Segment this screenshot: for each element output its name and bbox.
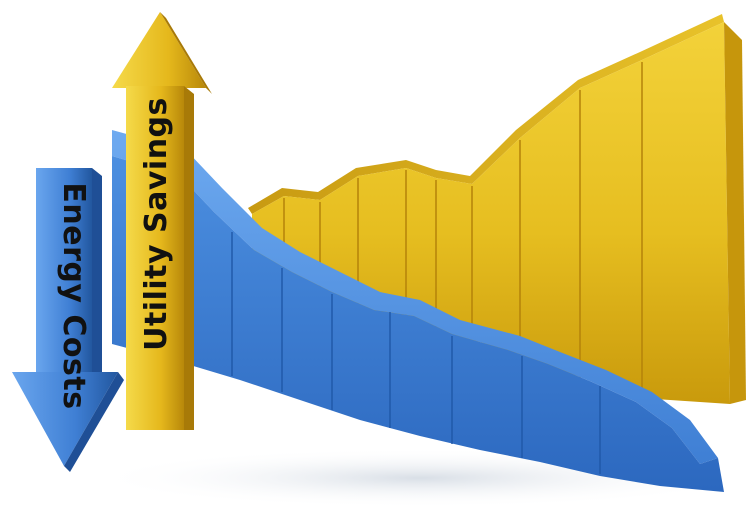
savings-ribbon-ribs (283, 62, 643, 398)
up-arrow-side (184, 86, 194, 430)
up-arrow-shaft (126, 86, 184, 430)
savings-ribbon-top (248, 14, 724, 214)
down-arrow-head-side (64, 372, 124, 472)
down-arrow-side (92, 168, 102, 374)
energy-costs-down-arrow: Energy Costs (12, 168, 124, 472)
up-arrow-head-side (160, 12, 212, 94)
down-arrow-shaft (36, 168, 92, 374)
up-arrow-head (112, 12, 206, 88)
down-arrow-head (12, 372, 118, 466)
energy-costs-label: Energy Costs (56, 182, 91, 409)
utility-savings-label: Utility Savings (139, 97, 174, 351)
savings-ribbon-end (724, 22, 746, 404)
costs-ribbon-front (112, 156, 724, 492)
utility-savings-up-arrow: Utility Savings (112, 12, 212, 430)
costs-ribbon-ribs (231, 232, 601, 474)
